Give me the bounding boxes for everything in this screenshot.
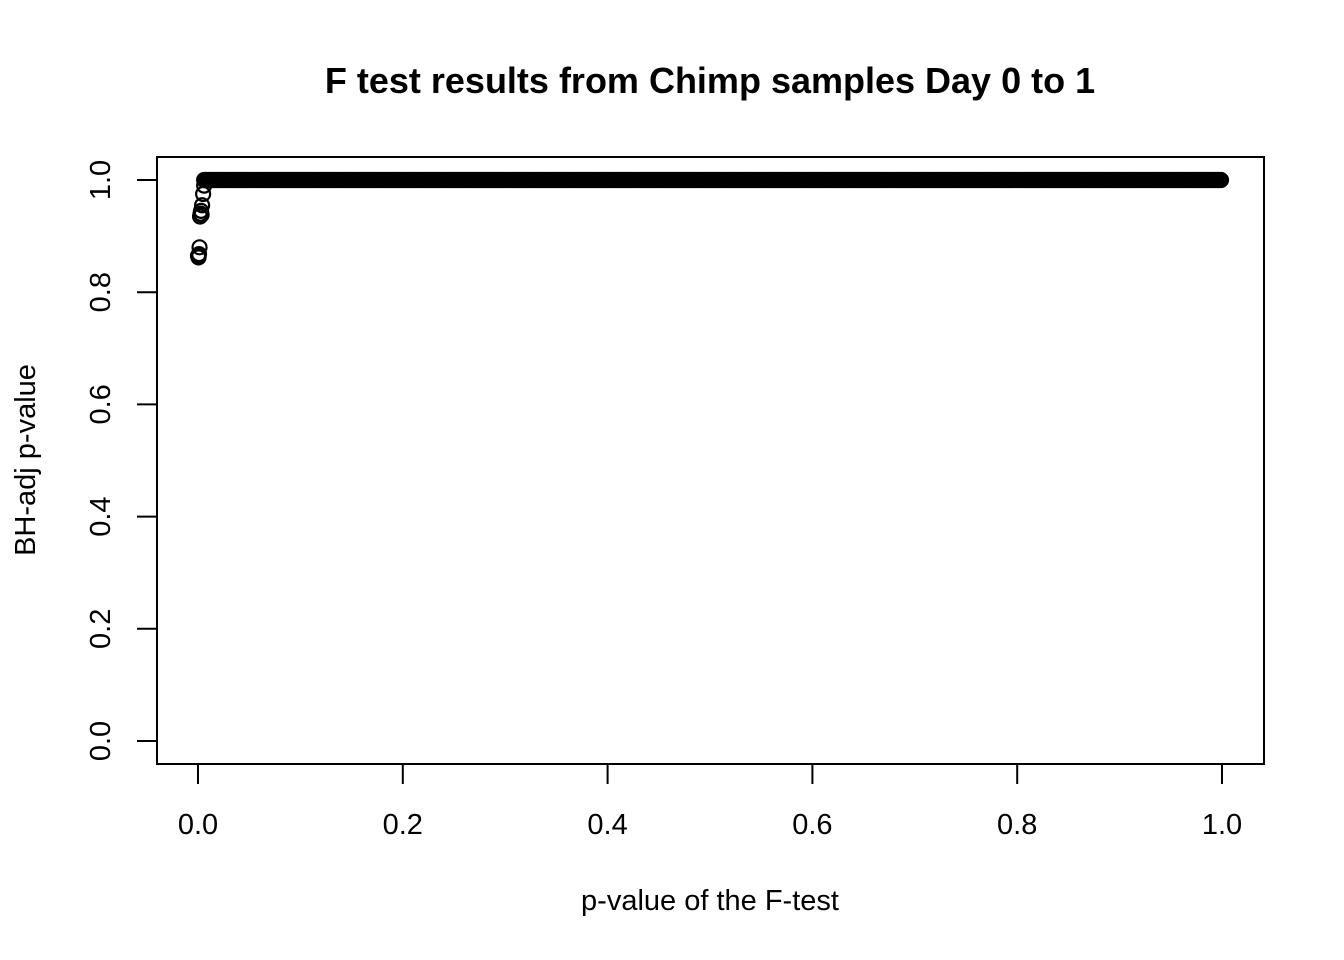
data-point bbox=[191, 239, 208, 256]
y-axis: 0.0 0.2 0.4 0.6 0.8 1.0 bbox=[85, 160, 158, 761]
x-axis: 0.0 0.2 0.4 0.6 0.8 1.0 bbox=[178, 763, 1242, 841]
x-tick-label: 1.0 bbox=[1202, 809, 1242, 841]
x-tick-label: 0.6 bbox=[792, 809, 832, 841]
x-tick-label: 0.4 bbox=[587, 809, 627, 841]
data-point bbox=[193, 206, 210, 223]
y-tick-label: 1.0 bbox=[85, 160, 117, 200]
y-tick-label: 0.0 bbox=[85, 721, 117, 761]
data-point bbox=[193, 197, 211, 214]
y-tick-label: 0.4 bbox=[85, 496, 117, 536]
data-point bbox=[190, 245, 208, 263]
x-tick-label: 0.2 bbox=[383, 809, 423, 841]
y-tick-label: 0.6 bbox=[85, 384, 117, 424]
plot-frame bbox=[156, 156, 1265, 765]
y-axis-label: BH-adj p-value bbox=[10, 364, 42, 556]
chart-title: F test results from Chimp samples Day 0 … bbox=[325, 60, 1095, 101]
data-point bbox=[1212, 171, 1230, 189]
y-tick-label: 0.2 bbox=[85, 609, 117, 649]
x-tick-label: 0.0 bbox=[178, 809, 218, 841]
x-axis-label: p-value of the F-test bbox=[581, 885, 839, 917]
y-tick-label: 0.8 bbox=[85, 272, 117, 312]
x-tick-label: 0.8 bbox=[997, 809, 1037, 841]
data-points bbox=[189, 171, 1230, 266]
